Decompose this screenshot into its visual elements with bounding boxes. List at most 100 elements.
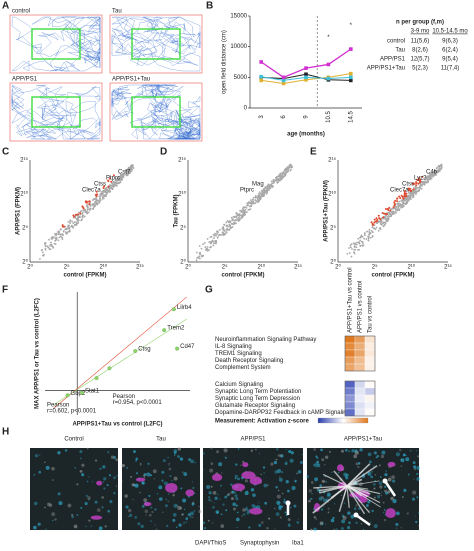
gene-point xyxy=(238,214,241,217)
plaque-fiber xyxy=(346,470,364,487)
gene-point xyxy=(226,220,229,222)
y-tick-label: 2¹⁰ xyxy=(328,191,336,198)
speckle xyxy=(414,468,417,471)
speckle xyxy=(45,465,50,470)
gene-point xyxy=(229,224,231,227)
panel-label: D xyxy=(160,147,167,158)
de-gene-point xyxy=(76,213,79,216)
gene-point xyxy=(254,195,257,197)
gene-point xyxy=(202,243,205,245)
speckle xyxy=(279,476,281,478)
speckle xyxy=(210,447,213,450)
gene-point xyxy=(351,248,353,250)
gene-point xyxy=(369,236,372,239)
speckle xyxy=(384,489,387,493)
speckle xyxy=(316,460,320,464)
speckle xyxy=(172,513,177,517)
speckle xyxy=(38,454,41,456)
speckle xyxy=(209,468,214,473)
gene-point xyxy=(361,235,364,238)
speckle xyxy=(345,473,349,477)
gene-point xyxy=(86,208,89,211)
gene-point xyxy=(93,197,96,200)
correlation-note: Pearson xyxy=(47,403,69,409)
speckle xyxy=(207,519,210,522)
gene-point xyxy=(355,243,358,246)
gene-point xyxy=(249,199,252,202)
gene-point xyxy=(60,228,62,231)
x-tick-label: 14.5 xyxy=(348,111,354,123)
gene-point xyxy=(258,200,260,202)
gene-point xyxy=(278,179,281,181)
microglia xyxy=(385,508,396,519)
speckle xyxy=(335,528,338,531)
panel-label: C xyxy=(2,147,9,158)
gene-point xyxy=(61,238,64,240)
gene-point xyxy=(199,251,202,254)
speckle xyxy=(374,473,377,476)
gene-point xyxy=(242,211,245,214)
gene-point xyxy=(412,194,415,197)
gene-point xyxy=(130,170,133,173)
gene-point xyxy=(84,211,87,214)
gene-point xyxy=(413,190,416,193)
speckle xyxy=(345,476,349,480)
speckle xyxy=(396,511,400,516)
speckle xyxy=(241,515,243,517)
track-title: APP/PS1+Tau xyxy=(112,77,150,83)
gene-point xyxy=(214,241,217,244)
speckle xyxy=(331,471,333,474)
gene-point xyxy=(272,179,275,181)
gene-label: Ptprc xyxy=(240,188,254,194)
speckle xyxy=(51,512,56,517)
gene-point xyxy=(104,194,107,197)
gene-point xyxy=(229,227,232,230)
gene-point xyxy=(200,247,203,250)
speckle xyxy=(333,503,336,505)
de-gene-point xyxy=(87,200,90,203)
stain-legend: DAPI/ThioS xyxy=(195,541,226,547)
heat-cell xyxy=(344,387,356,396)
gene-point xyxy=(48,238,50,241)
speckle xyxy=(316,463,321,468)
x-tick-label: 2¹⁰ xyxy=(99,264,107,271)
gene-point xyxy=(281,173,284,176)
gene-point xyxy=(289,169,292,172)
gene-point xyxy=(118,178,121,181)
gene-point xyxy=(382,222,384,225)
speckle xyxy=(411,497,416,501)
gene-point xyxy=(427,175,430,178)
speckle xyxy=(71,513,74,516)
speckle xyxy=(234,474,238,478)
gene-point xyxy=(246,202,249,205)
speckle xyxy=(299,460,303,465)
x-tick-label: 2¹⁰ xyxy=(407,264,415,271)
gene-point xyxy=(390,211,393,214)
table-cell: 12(5,7) xyxy=(410,57,429,63)
speckle xyxy=(268,517,271,520)
speckle xyxy=(254,448,257,451)
gene-point xyxy=(80,209,83,212)
speckle xyxy=(134,483,139,488)
gene-point xyxy=(73,223,76,226)
gene-label: Ctss xyxy=(402,182,414,188)
gene-point xyxy=(432,175,435,178)
speckle xyxy=(176,505,179,507)
gene-point xyxy=(109,190,112,193)
speckle xyxy=(380,494,382,497)
gene-point xyxy=(438,166,441,169)
speckle xyxy=(369,509,371,512)
microglia xyxy=(314,502,321,512)
gene-label: Mag xyxy=(252,182,264,188)
gene-point xyxy=(67,225,69,228)
series-marker xyxy=(304,72,308,77)
speckle xyxy=(234,494,238,498)
point-label: Ctsg xyxy=(138,347,150,353)
series-marker xyxy=(304,75,308,80)
speckle xyxy=(401,496,404,498)
plaque-fiber xyxy=(318,485,348,492)
y-tick-label: 2¹⁰ xyxy=(178,191,186,198)
speckle xyxy=(315,466,317,468)
arrow-head xyxy=(285,500,291,506)
speckle xyxy=(340,494,343,496)
